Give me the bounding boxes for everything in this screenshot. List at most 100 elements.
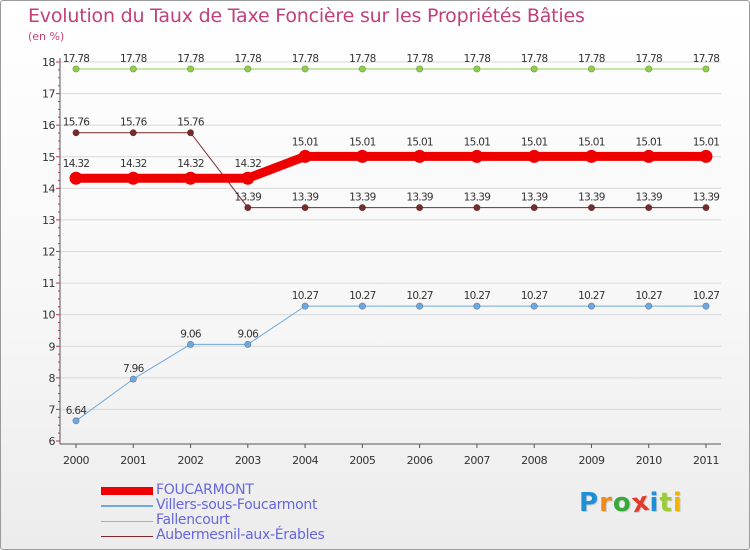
data-point	[473, 65, 481, 73]
data-label: 17.78	[578, 53, 605, 65]
data-point	[129, 375, 137, 383]
data-point	[301, 302, 309, 310]
data-label: 15.01	[464, 136, 491, 148]
data-point	[699, 149, 713, 163]
legend-swatch	[101, 505, 153, 507]
y-tick-label: 14	[42, 182, 55, 195]
x-tick-label: 2000	[63, 454, 89, 467]
x-tick-label: 2010	[636, 454, 662, 467]
y-tick-label: 15	[42, 151, 55, 164]
x-tick-label: 2005	[349, 454, 375, 467]
data-point	[358, 65, 366, 73]
data-point	[72, 417, 80, 425]
data-point	[301, 204, 309, 212]
x-tick-label: 2002	[178, 454, 204, 467]
data-point	[301, 65, 309, 73]
x-tick-label: 2008	[521, 454, 547, 467]
data-point	[72, 65, 80, 73]
data-label: 6.64	[66, 405, 88, 417]
data-label: 14.32	[120, 158, 147, 170]
data-label: 17.78	[177, 53, 204, 65]
data-label: 9.06	[238, 328, 260, 340]
data-label: 15.01	[578, 136, 605, 148]
data-point	[72, 129, 80, 137]
y-tick-label: 13	[42, 214, 55, 227]
legend-label: FOUCARMONT	[156, 482, 254, 498]
data-label: 13.39	[235, 192, 262, 204]
data-label: 17.78	[235, 53, 262, 65]
data-label: 10.27	[578, 290, 605, 302]
data-label: 15.76	[177, 117, 205, 129]
series-line-3	[75, 132, 707, 209]
data-point	[530, 302, 538, 310]
data-point	[527, 149, 541, 163]
data-label: 15.01	[521, 136, 548, 148]
logo-letter: r	[599, 488, 613, 518]
data-label: 14.32	[235, 158, 262, 170]
logo-letter: i	[649, 488, 660, 518]
data-label: 15.76	[63, 117, 91, 129]
data-label: 17.78	[521, 53, 548, 65]
data-label: 17.78	[464, 53, 491, 65]
y-tick-label: 11	[42, 277, 55, 290]
data-point	[645, 302, 653, 310]
data-label: 13.39	[406, 192, 433, 204]
data-point	[470, 149, 484, 163]
data-label: 15.01	[292, 136, 319, 148]
logo-letter: P	[579, 488, 600, 518]
data-label: 10.27	[464, 290, 491, 302]
legend-item: FOUCARMONT	[101, 482, 381, 499]
logo-letter: o	[612, 488, 632, 518]
x-tick-label: 2003	[235, 454, 261, 467]
y-tick-label: 8	[49, 372, 56, 385]
data-point	[584, 149, 598, 163]
data-label: 13.39	[464, 192, 491, 204]
y-axis-unit: (en %)	[28, 30, 65, 43]
data-label: 14.32	[63, 158, 90, 170]
x-tick-label: 2001	[120, 454, 146, 467]
proxiti-logo: Proxiti	[579, 487, 683, 520]
data-point	[702, 65, 710, 73]
x-tick-label: 2011	[693, 454, 719, 467]
data-label: 17.78	[292, 53, 319, 65]
legend-item: Aubermesnil-aux-Érables	[101, 527, 381, 544]
data-point	[473, 204, 481, 212]
data-label: 13.39	[693, 192, 720, 204]
data-label: 13.39	[578, 192, 605, 204]
legend-swatch	[101, 487, 153, 495]
data-label: 13.39	[521, 192, 548, 204]
y-tick-label: 16	[42, 119, 55, 132]
data-point	[129, 65, 137, 73]
data-point	[244, 65, 252, 73]
data-point	[587, 65, 595, 73]
data-point	[587, 302, 595, 310]
data-label: 17.78	[120, 53, 147, 65]
y-tick-label: 6	[49, 435, 56, 448]
data-label: 13.39	[635, 192, 662, 204]
data-point	[298, 149, 312, 163]
data-label: 15.01	[635, 136, 662, 148]
x-tick-label: 2007	[464, 454, 490, 467]
data-point	[530, 204, 538, 212]
data-point	[355, 149, 369, 163]
chart-title: Evolution du Taux de Taxe Foncière sur l…	[28, 5, 585, 27]
data-label: 7.96	[123, 363, 145, 375]
data-point	[358, 204, 366, 212]
data-point	[187, 340, 195, 348]
legend-label: Fallencourt	[156, 512, 230, 528]
data-point	[645, 65, 653, 73]
data-label: 15.01	[406, 136, 433, 148]
data-label: 9.06	[180, 328, 202, 340]
data-point	[184, 171, 198, 185]
data-point	[587, 204, 595, 212]
y-tick-label: 17	[42, 88, 55, 101]
data-point	[69, 171, 83, 185]
y-tick-label: 18	[42, 56, 55, 69]
data-label: 10.27	[406, 290, 433, 302]
y-tick-label: 12	[42, 246, 55, 259]
logo-letter: t	[659, 488, 673, 518]
x-tick-label: 2006	[407, 454, 433, 467]
data-point	[187, 65, 195, 73]
data-point	[530, 65, 538, 73]
series-line-1	[75, 305, 707, 422]
